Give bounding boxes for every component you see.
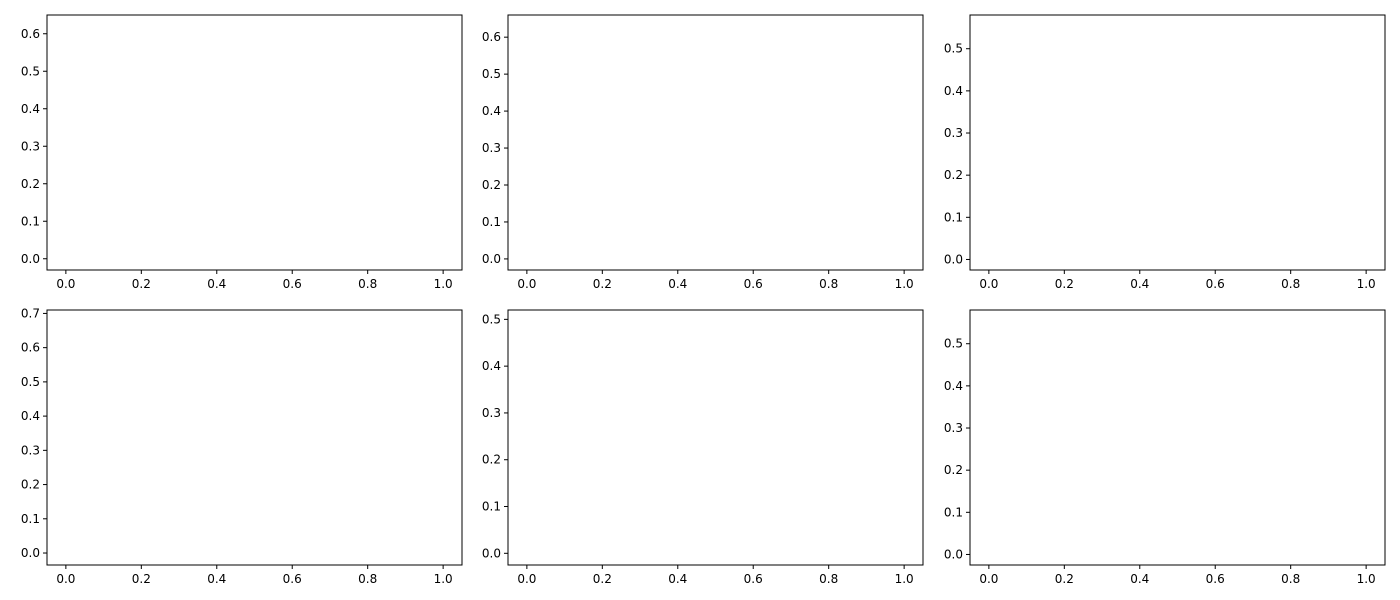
y-tick-label: 0.2 <box>482 453 501 467</box>
x-tick-label: 0.0 <box>979 572 998 586</box>
y-tick-label: 0.3 <box>944 126 963 140</box>
y-tick-label: 0.3 <box>482 406 501 420</box>
x-tick-label: 0.0 <box>56 572 75 586</box>
x-tick-label: 0.4 <box>1130 277 1149 291</box>
x-tick-label: 0.0 <box>517 277 536 291</box>
y-tick-label: 0.4 <box>21 409 40 423</box>
y-tick-label: 0.2 <box>944 168 963 182</box>
y-tick-label: 0.4 <box>944 84 963 98</box>
x-tick-label: 0.4 <box>668 572 687 586</box>
x-tick-label: 0.6 <box>744 277 763 291</box>
subplot-6: 0.0 0.2 0.4 0.6 0.8 1.0 0.0 0.1 0.2 0.3 0.4 0.5 <box>944 309 1386 586</box>
y-tick-label: 0.4 <box>944 379 963 393</box>
x-tick-label: 0.4 <box>207 277 226 291</box>
y-tick-label: 0.3 <box>21 139 40 153</box>
y-tick-label: 0.1 <box>944 505 963 519</box>
x-tick-label: 0.2 <box>132 572 151 586</box>
y-tick-label: 0.0 <box>482 546 501 560</box>
y-tick-label: 0.2 <box>482 178 501 192</box>
subplot-1: 0.0 0.2 0.4 0.6 0.8 1.0 0.0 0.1 0.2 0.3 0.4 0.5 0.6 <box>21 14 463 291</box>
y-tick-label: 0.5 <box>21 375 40 389</box>
x-tick-label: 0.6 <box>1206 572 1225 586</box>
subplot-5: 0.0 0.2 0.4 0.6 0.8 1.0 0.0 0.1 0.2 0.3 0.4 0.5 <box>482 309 924 586</box>
y-tick-label: 0.0 <box>21 252 40 266</box>
y-tick-label: 0.1 <box>944 210 963 224</box>
x-tick-label: 0.4 <box>1130 572 1149 586</box>
x-tick-label: 0.4 <box>207 572 226 586</box>
subplot-4: 0.0 0.2 0.4 0.6 0.8 1.0 0.0 0.1 0.2 0.3 0.4 0.5 0.6 0… <box>21 306 463 586</box>
y-tick-label: 0.3 <box>21 443 40 457</box>
axes-frame <box>46 309 463 566</box>
y-tick-label: 0.5 <box>944 42 963 56</box>
y-tick-label: 0.6 <box>21 341 40 355</box>
axes-frame <box>507 14 924 271</box>
y-tick-label: 0.1 <box>482 500 501 514</box>
x-tick-label: 0.6 <box>744 572 763 586</box>
x-tick-label: 0.8 <box>819 572 838 586</box>
x-tick-label: 0.2 <box>593 572 612 586</box>
x-tick-label: 1.0 <box>434 572 453 586</box>
x-tick-label: 0.6 <box>283 277 302 291</box>
x-tick-label: 1.0 <box>1357 277 1376 291</box>
axes-frame <box>969 14 1386 271</box>
y-tick-label: 0.3 <box>482 141 501 155</box>
y-tick-label: 0.4 <box>482 359 501 373</box>
y-tick-label: 0.1 <box>21 512 40 526</box>
x-tick-label: 0.0 <box>517 572 536 586</box>
x-tick-label: 0.8 <box>358 572 377 586</box>
y-tick-label: 0.5 <box>482 67 501 81</box>
x-tick-label: 0.2 <box>1055 277 1074 291</box>
y-tick-label: 0.4 <box>21 102 40 116</box>
x-tick-label: 0.4 <box>668 277 687 291</box>
axes-frame <box>46 14 463 271</box>
y-tick-label: 0.1 <box>482 215 501 229</box>
axes-frame <box>969 309 1386 566</box>
y-tick-label: 0.2 <box>21 177 40 191</box>
x-tick-label: 1.0 <box>434 277 453 291</box>
y-tick-label: 0.6 <box>482 30 501 44</box>
y-tick-label: 0.3 <box>944 421 963 435</box>
y-tick-label: 0.5 <box>482 312 501 326</box>
x-tick-label: 0.2 <box>1055 572 1074 586</box>
y-tick-label: 0.7 <box>21 306 40 320</box>
y-tick-label: 0.2 <box>944 463 963 477</box>
y-tick-label: 0.0 <box>944 547 963 561</box>
x-tick-label: 1.0 <box>895 277 914 291</box>
y-tick-label: 0.0 <box>21 546 40 560</box>
y-tick-label: 0.1 <box>21 214 40 228</box>
x-tick-label: 0.8 <box>1281 277 1300 291</box>
subplot-3: 0.0 0.2 0.4 0.6 0.8 1.0 0.0 0.1 0.2 0.3 0.4 0.5 <box>944 14 1386 291</box>
y-tick-label: 0.2 <box>21 478 40 492</box>
y-tick-label: 0.5 <box>21 64 40 78</box>
x-tick-label: 1.0 <box>895 572 914 586</box>
y-tick-label: 0.4 <box>482 104 501 118</box>
x-tick-label: 0.8 <box>358 277 377 291</box>
y-tick-label: 0.0 <box>482 252 501 266</box>
subplot-2: 0.0 0.2 0.4 0.6 0.8 1.0 0.0 0.1 0.2 0.3 0.4 0.5 0.6 <box>482 14 924 291</box>
axes-frame <box>507 309 924 566</box>
y-tick-label: 0.5 <box>944 337 963 351</box>
x-tick-label: 0.6 <box>283 572 302 586</box>
x-tick-label: 0.0 <box>979 277 998 291</box>
x-tick-label: 0.2 <box>593 277 612 291</box>
y-tick-label: 0.6 <box>21 27 40 41</box>
x-tick-label: 0.8 <box>1281 572 1300 586</box>
x-tick-label: 0.6 <box>1206 277 1225 291</box>
y-tick-label: 0.0 <box>944 252 963 266</box>
x-tick-label: 0.0 <box>56 277 75 291</box>
x-tick-label: 0.2 <box>132 277 151 291</box>
x-tick-label: 0.8 <box>819 277 838 291</box>
x-tick-label: 1.0 <box>1357 572 1376 586</box>
